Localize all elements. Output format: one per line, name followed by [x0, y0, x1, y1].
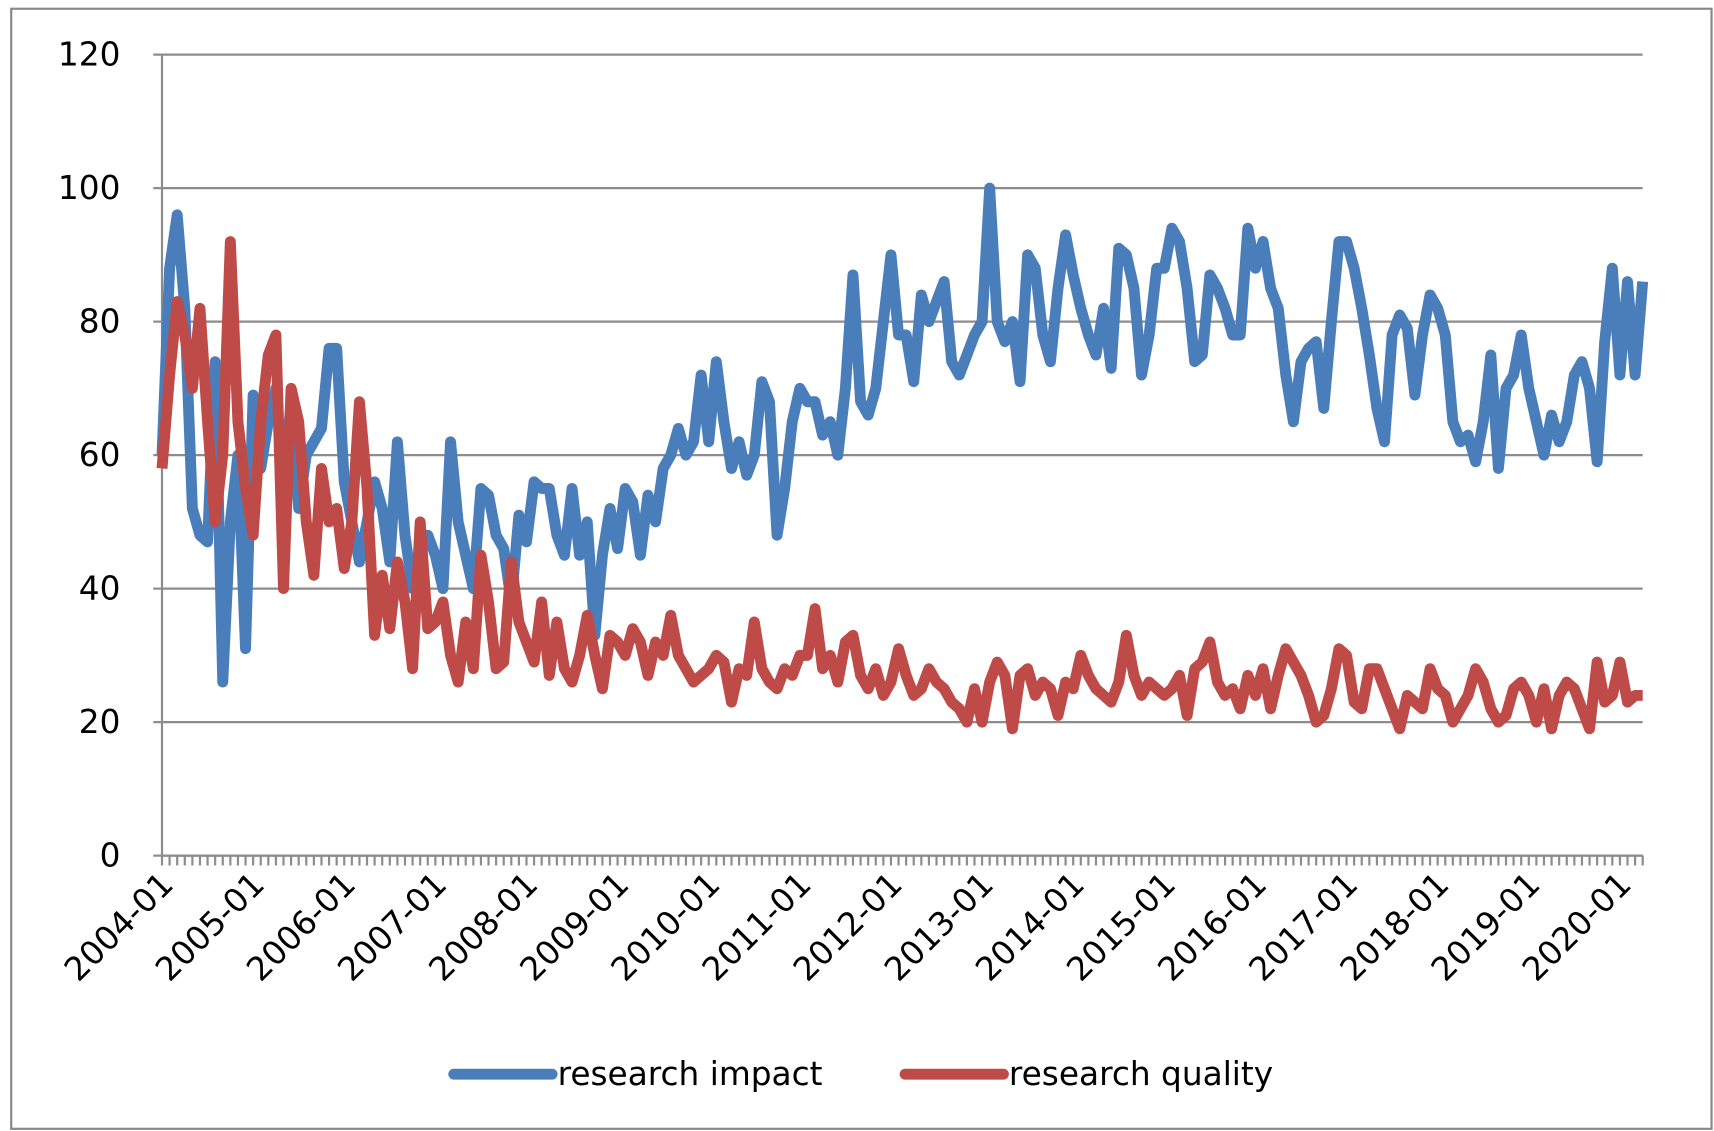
y-tick-label: 100 — [58, 169, 121, 207]
y-tick-label: 20 — [79, 703, 121, 741]
legend-label: research quality — [1009, 1055, 1273, 1093]
y-tick-label: 40 — [79, 570, 121, 608]
y-tick-label: 120 — [58, 36, 121, 74]
legend-label: research impact — [558, 1055, 823, 1093]
data-line — [156, 236, 1643, 735]
y-tick-label: 80 — [79, 303, 121, 341]
data-line — [156, 182, 1649, 688]
chart-frame — [10, 7, 1713, 1130]
y-tick-label: 60 — [79, 436, 121, 474]
y-tick-label: 0 — [100, 837, 121, 875]
